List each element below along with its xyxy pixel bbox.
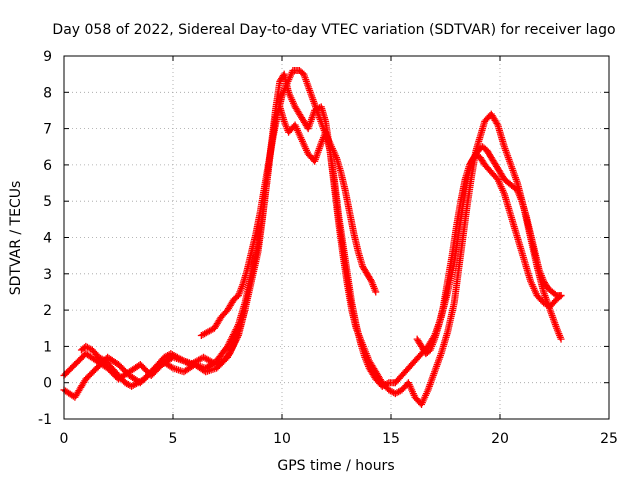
y-tick-label: 0 bbox=[43, 376, 52, 392]
series-track-a bbox=[60, 103, 565, 390]
x-tick-label: 25 bbox=[600, 431, 618, 447]
data-point bbox=[372, 288, 380, 296]
chart-title: Day 058 of 2022, Sidereal Day-to-day VTE… bbox=[52, 22, 615, 38]
axis-ticks: 0 5 10 15 20 25 -1 0 1 2 3 4 5 6 7 8 9 bbox=[38, 49, 618, 447]
y-tick-label: 6 bbox=[43, 158, 52, 174]
x-tick-label: 20 bbox=[491, 431, 509, 447]
series-track-b bbox=[60, 70, 565, 408]
x-tick-label: 5 bbox=[169, 431, 178, 447]
y-tick-label: 1 bbox=[43, 339, 52, 355]
x-tick-label: 10 bbox=[273, 431, 291, 447]
data-point bbox=[493, 119, 501, 127]
series-track-c bbox=[197, 67, 380, 340]
y-tick-label: 7 bbox=[43, 122, 52, 138]
data-point bbox=[228, 334, 236, 342]
data-point bbox=[229, 332, 237, 340]
y-tick-label: 9 bbox=[43, 49, 52, 65]
x-tick-label: 15 bbox=[382, 431, 400, 447]
series-track-e bbox=[413, 143, 565, 358]
x-tick-label: 0 bbox=[60, 431, 69, 447]
data-point bbox=[557, 292, 565, 300]
y-tick-label: -1 bbox=[38, 412, 52, 428]
data-points bbox=[60, 67, 565, 408]
y-axis-label: SDTVAR / TECUs bbox=[8, 181, 24, 296]
data-point bbox=[557, 335, 565, 343]
y-tick-label: 4 bbox=[43, 231, 52, 247]
data-point bbox=[367, 276, 375, 284]
data-point bbox=[241, 306, 249, 314]
data-point bbox=[167, 363, 175, 371]
y-tick-label: 3 bbox=[43, 267, 52, 283]
y-tick-label: 5 bbox=[43, 194, 52, 210]
x-axis-label: GPS time / hours bbox=[277, 458, 394, 474]
y-tick-label: 8 bbox=[43, 85, 52, 101]
series-track-d bbox=[77, 306, 249, 390]
y-tick-label: 2 bbox=[43, 303, 52, 319]
